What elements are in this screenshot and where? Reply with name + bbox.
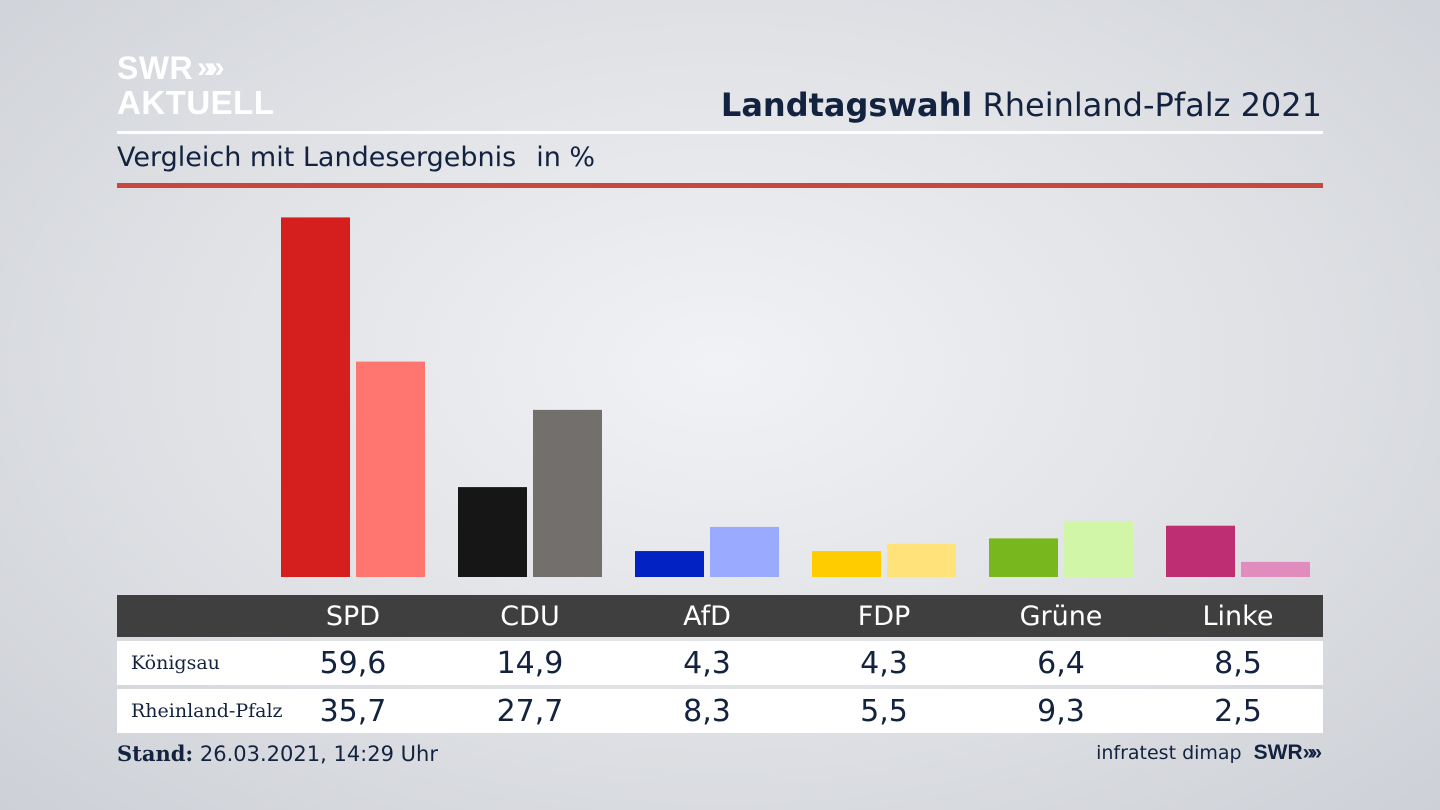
category-label: Grüne <box>1019 600 1103 632</box>
subtitle-text: Vergleich mit Landesergebnis <box>117 142 517 173</box>
results-table: SPD CDU AfD FDP Grüne Linke Königsau 59,6 14,9… <box>117 595 1323 733</box>
accent-rule <box>117 183 1323 188</box>
data-label: 2,5 <box>1214 693 1262 729</box>
chart-subtitle: Vergleich mit Landesergebnis in % <box>117 142 595 173</box>
bar-afd-koenigsau <box>635 551 704 577</box>
footer-swr-logo: SWR»» <box>1254 741 1322 765</box>
data-label: 8,3 <box>683 693 731 729</box>
bar-fdp-koenigsau <box>812 551 881 577</box>
table-header-row: SPD CDU AfD FDP Grüne Linke <box>117 595 1323 637</box>
category-label: SPD <box>325 600 381 632</box>
bar-grüne-rheinland-pfalz <box>1064 520 1133 577</box>
swr-aktuell-logo: SWR»» AKTUELL <box>117 52 274 119</box>
data-label: 14,9 <box>496 645 564 681</box>
category-label: CDU <box>500 600 560 632</box>
bar-afd-rheinland-pfalz <box>710 526 779 577</box>
source-credit: infratest dimap SWR»» <box>1096 741 1322 765</box>
table-row-koenigsau: Königsau 59,6 14,9 4,3 4,3 6,4 8,5 <box>117 641 1323 685</box>
footer-chevron-icon: » <box>1302 741 1315 764</box>
data-label: 6,4 <box>1037 645 1085 681</box>
data-label: 59,6 <box>319 645 387 681</box>
bar-linke-rheinland-pfalz <box>1241 561 1310 577</box>
header-divider <box>117 131 1323 134</box>
bar-linke-koenigsau <box>1166 525 1235 577</box>
data-label: 27,7 <box>496 693 564 729</box>
footer-chevron-icon-2: » <box>1310 741 1322 764</box>
data-label: 4,3 <box>683 645 731 681</box>
logo-aktuell: AKTUELL <box>117 84 275 121</box>
bar-fdp-rheinland-pfalz <box>887 543 956 577</box>
footer-brand: SWR <box>1253 741 1303 764</box>
page-title: Landtagswahl Rheinland-Pfalz 2021 <box>721 86 1322 124</box>
category-label: AfD <box>683 600 731 632</box>
data-label: 5,5 <box>860 693 908 729</box>
source-text: infratest dimap <box>1096 742 1242 764</box>
bar-spd-koenigsau <box>281 217 350 577</box>
category-label: FDP <box>857 600 911 632</box>
bar-spd-rheinland-pfalz <box>356 361 425 577</box>
data-label: 9,3 <box>1037 693 1085 729</box>
title-rest: Rheinland-Pfalz 2021 <box>982 86 1322 124</box>
logo-swr: SWR <box>117 50 194 86</box>
stand-label: Stand: <box>117 741 194 766</box>
subtitle-unit: in % <box>536 142 596 173</box>
bar-cdu-rheinland-pfalz <box>533 409 602 577</box>
bar-grüne-koenigsau <box>989 538 1058 577</box>
data-label: 8,5 <box>1214 645 1262 681</box>
stand-timestamp: Stand: 26.03.2021, 14:29 Uhr <box>117 741 438 766</box>
title-bold: Landtagswahl <box>720 86 973 124</box>
data-label: 4,3 <box>860 645 908 681</box>
stand-value: 26.03.2021, 14:29 Uhr <box>199 742 438 766</box>
row-label: Königsau <box>131 652 220 674</box>
category-label: Linke <box>1202 600 1274 632</box>
bar-cdu-koenigsau <box>458 487 527 577</box>
row-label: Rheinland-Pfalz <box>131 700 283 722</box>
table-row-rheinland-pfalz: Rheinland-Pfalz 35,7 27,7 8,3 5,5 9,3 2,5 <box>117 689 1323 733</box>
bar-chart <box>281 217 1310 577</box>
data-label: 35,7 <box>319 693 387 729</box>
